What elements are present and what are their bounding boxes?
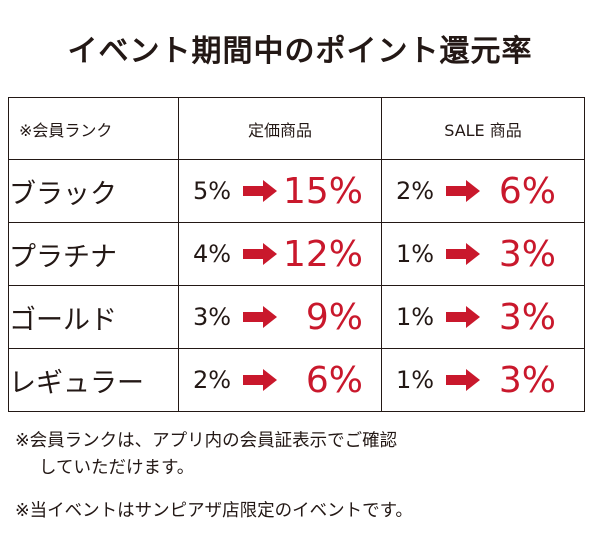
regular-rate-cell: 5% 15% bbox=[178, 159, 382, 223]
right-arrow-icon bbox=[446, 369, 480, 391]
table-header-row: ※会員ランク 定価商品 SALE 商品 bbox=[8, 97, 585, 160]
regular-to-rate: 6% bbox=[305, 359, 363, 401]
regular-to-rate: 12% bbox=[282, 233, 363, 275]
note-store-limited: ※当イベントはサンピアザ店限定のイベントです。 bbox=[15, 501, 413, 521]
regular-rate-cell: 4% 12% bbox=[178, 222, 382, 286]
sale-from-rate: 1% bbox=[396, 303, 435, 331]
notes: ※会員ランクは、アプリ内の会員証表示でご確認 していただけます。 ※当イベントは… bbox=[15, 428, 585, 525]
right-arrow-icon bbox=[243, 180, 277, 202]
note-membership-line2: していただけます。 bbox=[39, 458, 195, 478]
regular-rate-cell: 2% 6% bbox=[178, 348, 382, 412]
sale-from-rate: 2% bbox=[396, 177, 435, 205]
header-rank: ※会員ランク bbox=[8, 97, 179, 160]
note-membership-line1: ※会員ランクは、アプリ内の会員証表示でご確認 bbox=[15, 431, 398, 451]
sale-to-rate: 6% bbox=[498, 170, 556, 212]
sale-rate-cell: 1% 3% bbox=[381, 222, 585, 286]
sale-from-rate: 1% bbox=[396, 366, 435, 394]
table-row: ゴールド 3% 9% 1% 3% bbox=[8, 285, 585, 349]
right-arrow-icon bbox=[243, 369, 277, 391]
rank-label: プラチナ bbox=[8, 222, 179, 286]
sale-from-rate: 1% bbox=[396, 240, 435, 268]
regular-to-rate: 9% bbox=[305, 296, 363, 338]
page-title: イベント期間中のポイント還元率 bbox=[67, 34, 533, 69]
right-arrow-icon bbox=[243, 306, 277, 328]
regular-to-rate: 15% bbox=[282, 170, 363, 212]
table-row: ブラック 5% 15% 2% 6% bbox=[8, 159, 585, 223]
header-sale: SALE 商品 bbox=[381, 97, 585, 160]
table-row: プラチナ 4% 12% 1% 3% bbox=[8, 222, 585, 286]
right-arrow-icon bbox=[446, 306, 480, 328]
rank-label: レギュラー bbox=[8, 348, 179, 412]
right-arrow-icon bbox=[446, 180, 480, 202]
sale-rate-cell: 1% 3% bbox=[381, 285, 585, 349]
regular-from-rate: 5% bbox=[193, 177, 232, 205]
regular-from-rate: 2% bbox=[193, 366, 232, 394]
table-row: レギュラー 2% 6% 1% 3% bbox=[8, 348, 585, 412]
sale-to-rate: 3% bbox=[498, 296, 556, 338]
regular-from-rate: 4% bbox=[193, 240, 232, 268]
rank-label: ブラック bbox=[8, 159, 179, 223]
points-table: ※会員ランク 定価商品 SALE 商品 ブラック 5% 15% 2% 6% bbox=[8, 97, 585, 412]
right-arrow-icon bbox=[446, 243, 480, 265]
regular-rate-cell: 3% 9% bbox=[178, 285, 382, 349]
rank-label: ゴールド bbox=[8, 285, 179, 349]
sale-to-rate: 3% bbox=[498, 359, 556, 401]
sale-rate-cell: 2% 6% bbox=[381, 159, 585, 223]
regular-from-rate: 3% bbox=[193, 303, 232, 331]
sale-rate-cell: 1% 3% bbox=[381, 348, 585, 412]
header-regular: 定価商品 bbox=[178, 97, 382, 160]
sale-to-rate: 3% bbox=[498, 233, 556, 275]
right-arrow-icon bbox=[243, 243, 277, 265]
